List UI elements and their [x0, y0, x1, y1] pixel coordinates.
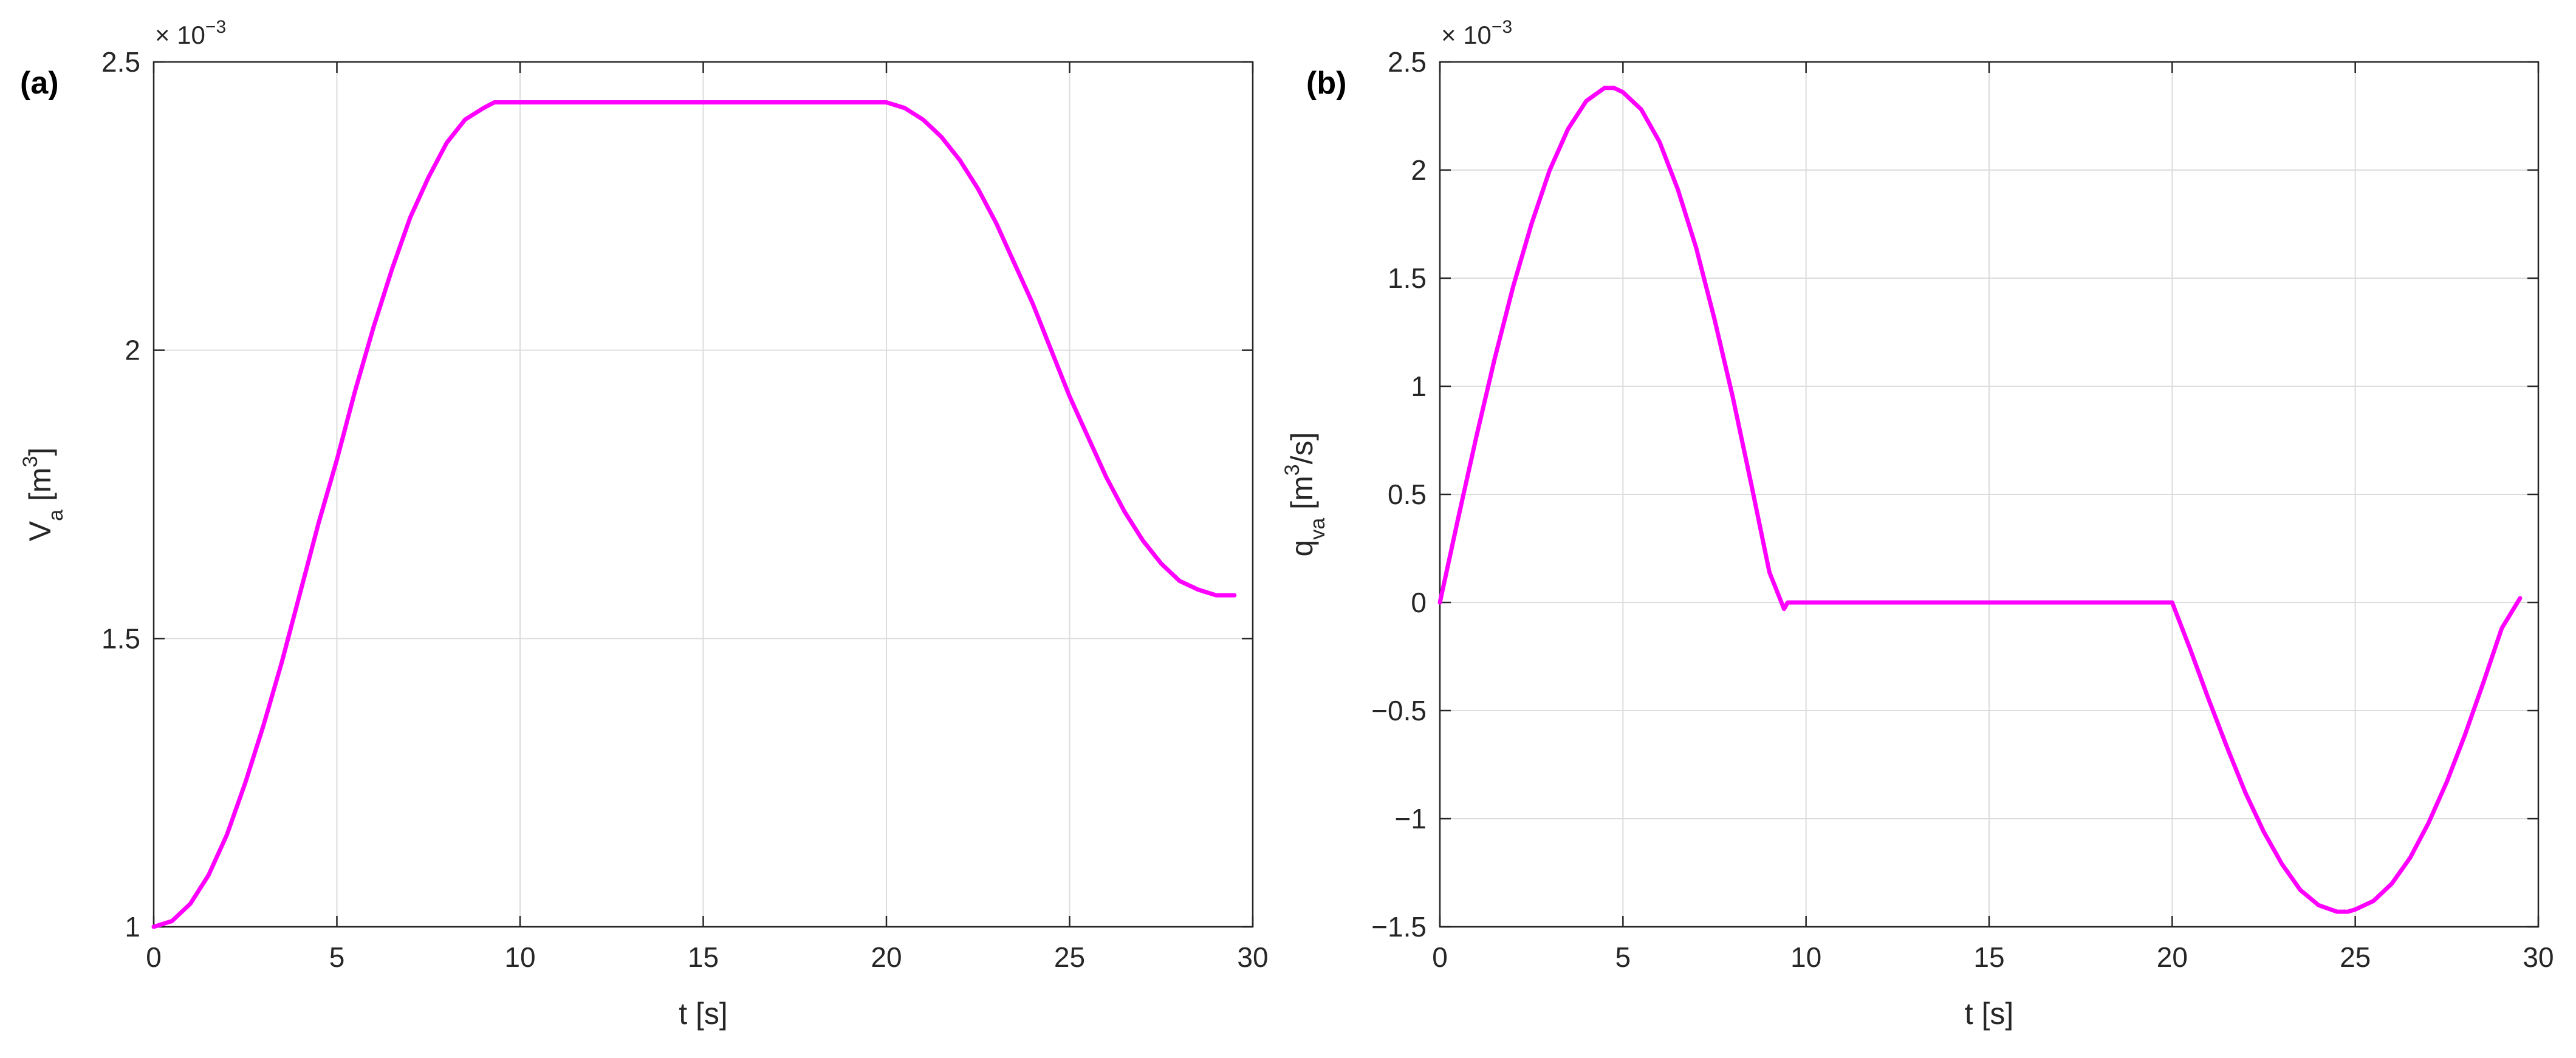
y-label-unit-superscript: 3 — [19, 456, 42, 468]
y-tick-label: 0.5 — [1388, 479, 1427, 510]
y-label-unit-open: [m — [1285, 476, 1319, 517]
x-axis-label: t [s] — [679, 997, 728, 1031]
y-exponent-base: × 10 — [1441, 21, 1492, 49]
y-tick-label: 2 — [1411, 154, 1427, 186]
y-tick-label: 0 — [1411, 587, 1427, 618]
series-line — [1437, 86, 2523, 914]
y-tick-label: 2 — [125, 335, 140, 366]
series-line — [151, 100, 1237, 929]
panel-a: 0 5 10 15 20 25 30 1 1.5 2 2.5 t [s] Va [m3] × 10−3 (a… — [19, 17, 1269, 1031]
y-label-subscript: va — [1306, 518, 1329, 540]
x-tick-label: 30 — [1237, 941, 1268, 973]
y-label-subscript: a — [44, 510, 67, 521]
x-tick-label: 15 — [688, 941, 719, 973]
y-tick-label: 2.5 — [101, 46, 140, 78]
y-axis-exponent: × 10−3 — [155, 17, 226, 49]
y-tick-label: 1 — [1411, 370, 1427, 402]
x-tick-label: 10 — [504, 941, 535, 973]
x-tick-label: 20 — [2157, 941, 2188, 973]
y-tick-label: −1 — [1395, 803, 1427, 834]
x-tick-label: 15 — [1973, 941, 2004, 973]
y-axis-label: Va [m3] — [19, 448, 67, 542]
panel-b: 0 5 10 15 20 25 30 −1.5 −1 −0.5 0 0.5 1 1.5 2 2.5 t [s] q… — [1281, 17, 2554, 1031]
x-tick-label: 0 — [1432, 941, 1448, 973]
y-tick-label: 1 — [125, 911, 140, 943]
y-axis-label: qva [m3/s] — [1281, 432, 1329, 557]
y-tick-label: 1.5 — [101, 623, 140, 654]
x-tick-label: 5 — [1615, 941, 1631, 973]
y-tick-label: −0.5 — [1371, 695, 1427, 726]
x-tick-label: 10 — [1790, 941, 1821, 973]
x-tick-label: 20 — [871, 941, 902, 973]
panel-label: (a) — [20, 66, 59, 101]
x-tick-label: 5 — [329, 941, 345, 973]
y-exponent-power: −3 — [1492, 17, 1512, 37]
y-tick-label: −1.5 — [1371, 911, 1427, 943]
y-exponent-power: −3 — [205, 17, 226, 37]
y-label-unit-superscript: 3 — [1281, 464, 1304, 476]
panel-label: (b) — [1306, 66, 1346, 101]
y-label-main: q — [1285, 540, 1319, 557]
y-label-unit-open: [m — [23, 468, 57, 510]
x-tick-label: 25 — [1054, 941, 1085, 973]
x-tick-label: 30 — [2523, 941, 2554, 973]
x-tick-label: 0 — [146, 941, 162, 973]
y-exponent-base: × 10 — [155, 21, 205, 49]
y-label-main: V — [23, 520, 57, 541]
x-axis-label: t [s] — [1965, 997, 2014, 1031]
y-axis-exponent: × 10−3 — [1441, 17, 1512, 49]
y-tick-label: 2.5 — [1388, 46, 1427, 78]
y-tick-label: 1.5 — [1388, 262, 1427, 294]
y-label-unit-close: ] — [23, 448, 57, 456]
x-tick-label: 25 — [2340, 941, 2371, 973]
y-label-unit-close: /s] — [1285, 432, 1319, 465]
